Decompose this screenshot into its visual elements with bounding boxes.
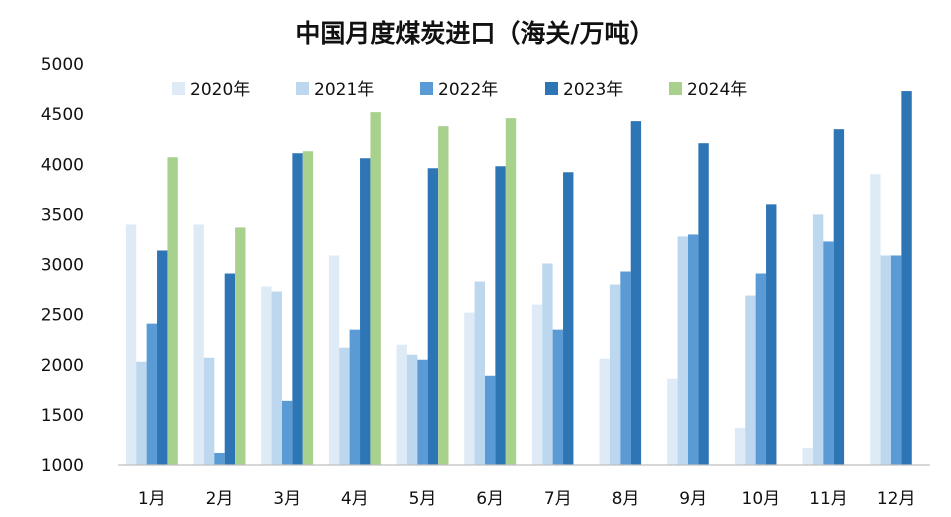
legend-swatch [669,82,682,95]
y-tick-label: 3500 [41,205,84,225]
legend-label: 2023年 [563,80,623,100]
x-tick-label: 8月 [612,489,640,509]
bar [531,304,543,465]
bar [235,227,246,465]
bar [734,427,746,465]
x-tick-label: 9月 [679,489,707,509]
y-tick-label: 4000 [41,155,84,175]
x-tick-label: 1月 [138,489,166,509]
bar [495,166,506,465]
bar [125,224,137,465]
x-tick-label: 7月 [544,489,572,509]
y-tick-label: 2500 [41,306,84,326]
legend-swatch [172,82,185,95]
bar [687,234,699,465]
x-axis: 1月 2月 3月 4月 5月 6月 7月 8月 9月 10月 11月 12月 [118,464,930,509]
legend: 2020年 2021年 2022年 2023年 2024年 [172,80,747,100]
bar [698,143,709,465]
bar [880,255,891,465]
bar [802,447,813,465]
x-tick-label: 3月 [273,489,301,509]
bar [427,168,439,465]
bar [349,329,361,465]
bar [630,121,642,465]
y-tick-label: 1500 [41,406,84,426]
bar [833,129,845,465]
x-tick-label: 11月 [809,489,848,509]
bar [193,224,204,465]
bar [224,273,236,465]
x-tick-label: 12月 [877,489,916,509]
bar [146,323,158,465]
chart-title: 中国月度煤炭进口（海关/万吨） [295,19,654,48]
legend-swatch [420,82,433,95]
bar [745,295,756,465]
y-tick-label: 2000 [41,356,84,376]
x-tick-label: 5月 [409,489,437,509]
bar [360,158,371,466]
bar [339,347,350,465]
bar [214,452,225,465]
bar [406,354,418,465]
bar [292,153,303,465]
bar [203,357,215,465]
y-axis: 1000 1500 2000 2500 3000 3500 4000 4500 5000 [41,55,84,476]
bar [823,241,834,465]
bar [812,214,824,465]
bar [136,361,147,465]
legend-label: 2024年 [687,80,747,100]
bar [370,112,381,466]
x-tick-label: 4月 [341,489,369,509]
bar [474,281,485,465]
x-tick-label: 6月 [476,489,504,509]
bar [281,400,293,465]
bar [870,174,881,465]
bar [677,236,688,465]
bar [438,126,449,465]
bar [328,255,340,465]
bar [484,375,496,465]
legend-label: 2022年 [438,80,498,100]
y-tick-label: 4500 [41,105,84,125]
bar [609,284,621,465]
y-tick-label: 3000 [41,256,84,276]
bar [542,263,553,465]
bar [271,291,282,465]
bar [302,151,314,465]
bar [755,273,767,465]
legend-label: 2020年 [190,80,250,100]
bar [157,250,168,465]
bar [901,91,912,465]
bar [167,157,178,466]
bar [552,329,564,465]
y-tick-label: 1000 [41,456,84,476]
x-tick-label: 2月 [206,489,234,509]
bar [396,344,407,465]
legend-swatch [296,82,309,95]
bar [599,358,610,465]
bar [563,172,574,465]
bar [505,118,517,465]
y-tick-label: 5000 [41,55,84,75]
bar [261,286,272,465]
bar [417,359,428,465]
bar [464,312,475,465]
legend-swatch [545,82,558,95]
bar [766,204,777,465]
bars [125,91,912,466]
legend-label: 2021年 [314,80,374,100]
bar [667,378,678,465]
x-tick-label: 10月 [742,489,781,509]
bar [620,271,631,465]
bar [890,255,902,465]
